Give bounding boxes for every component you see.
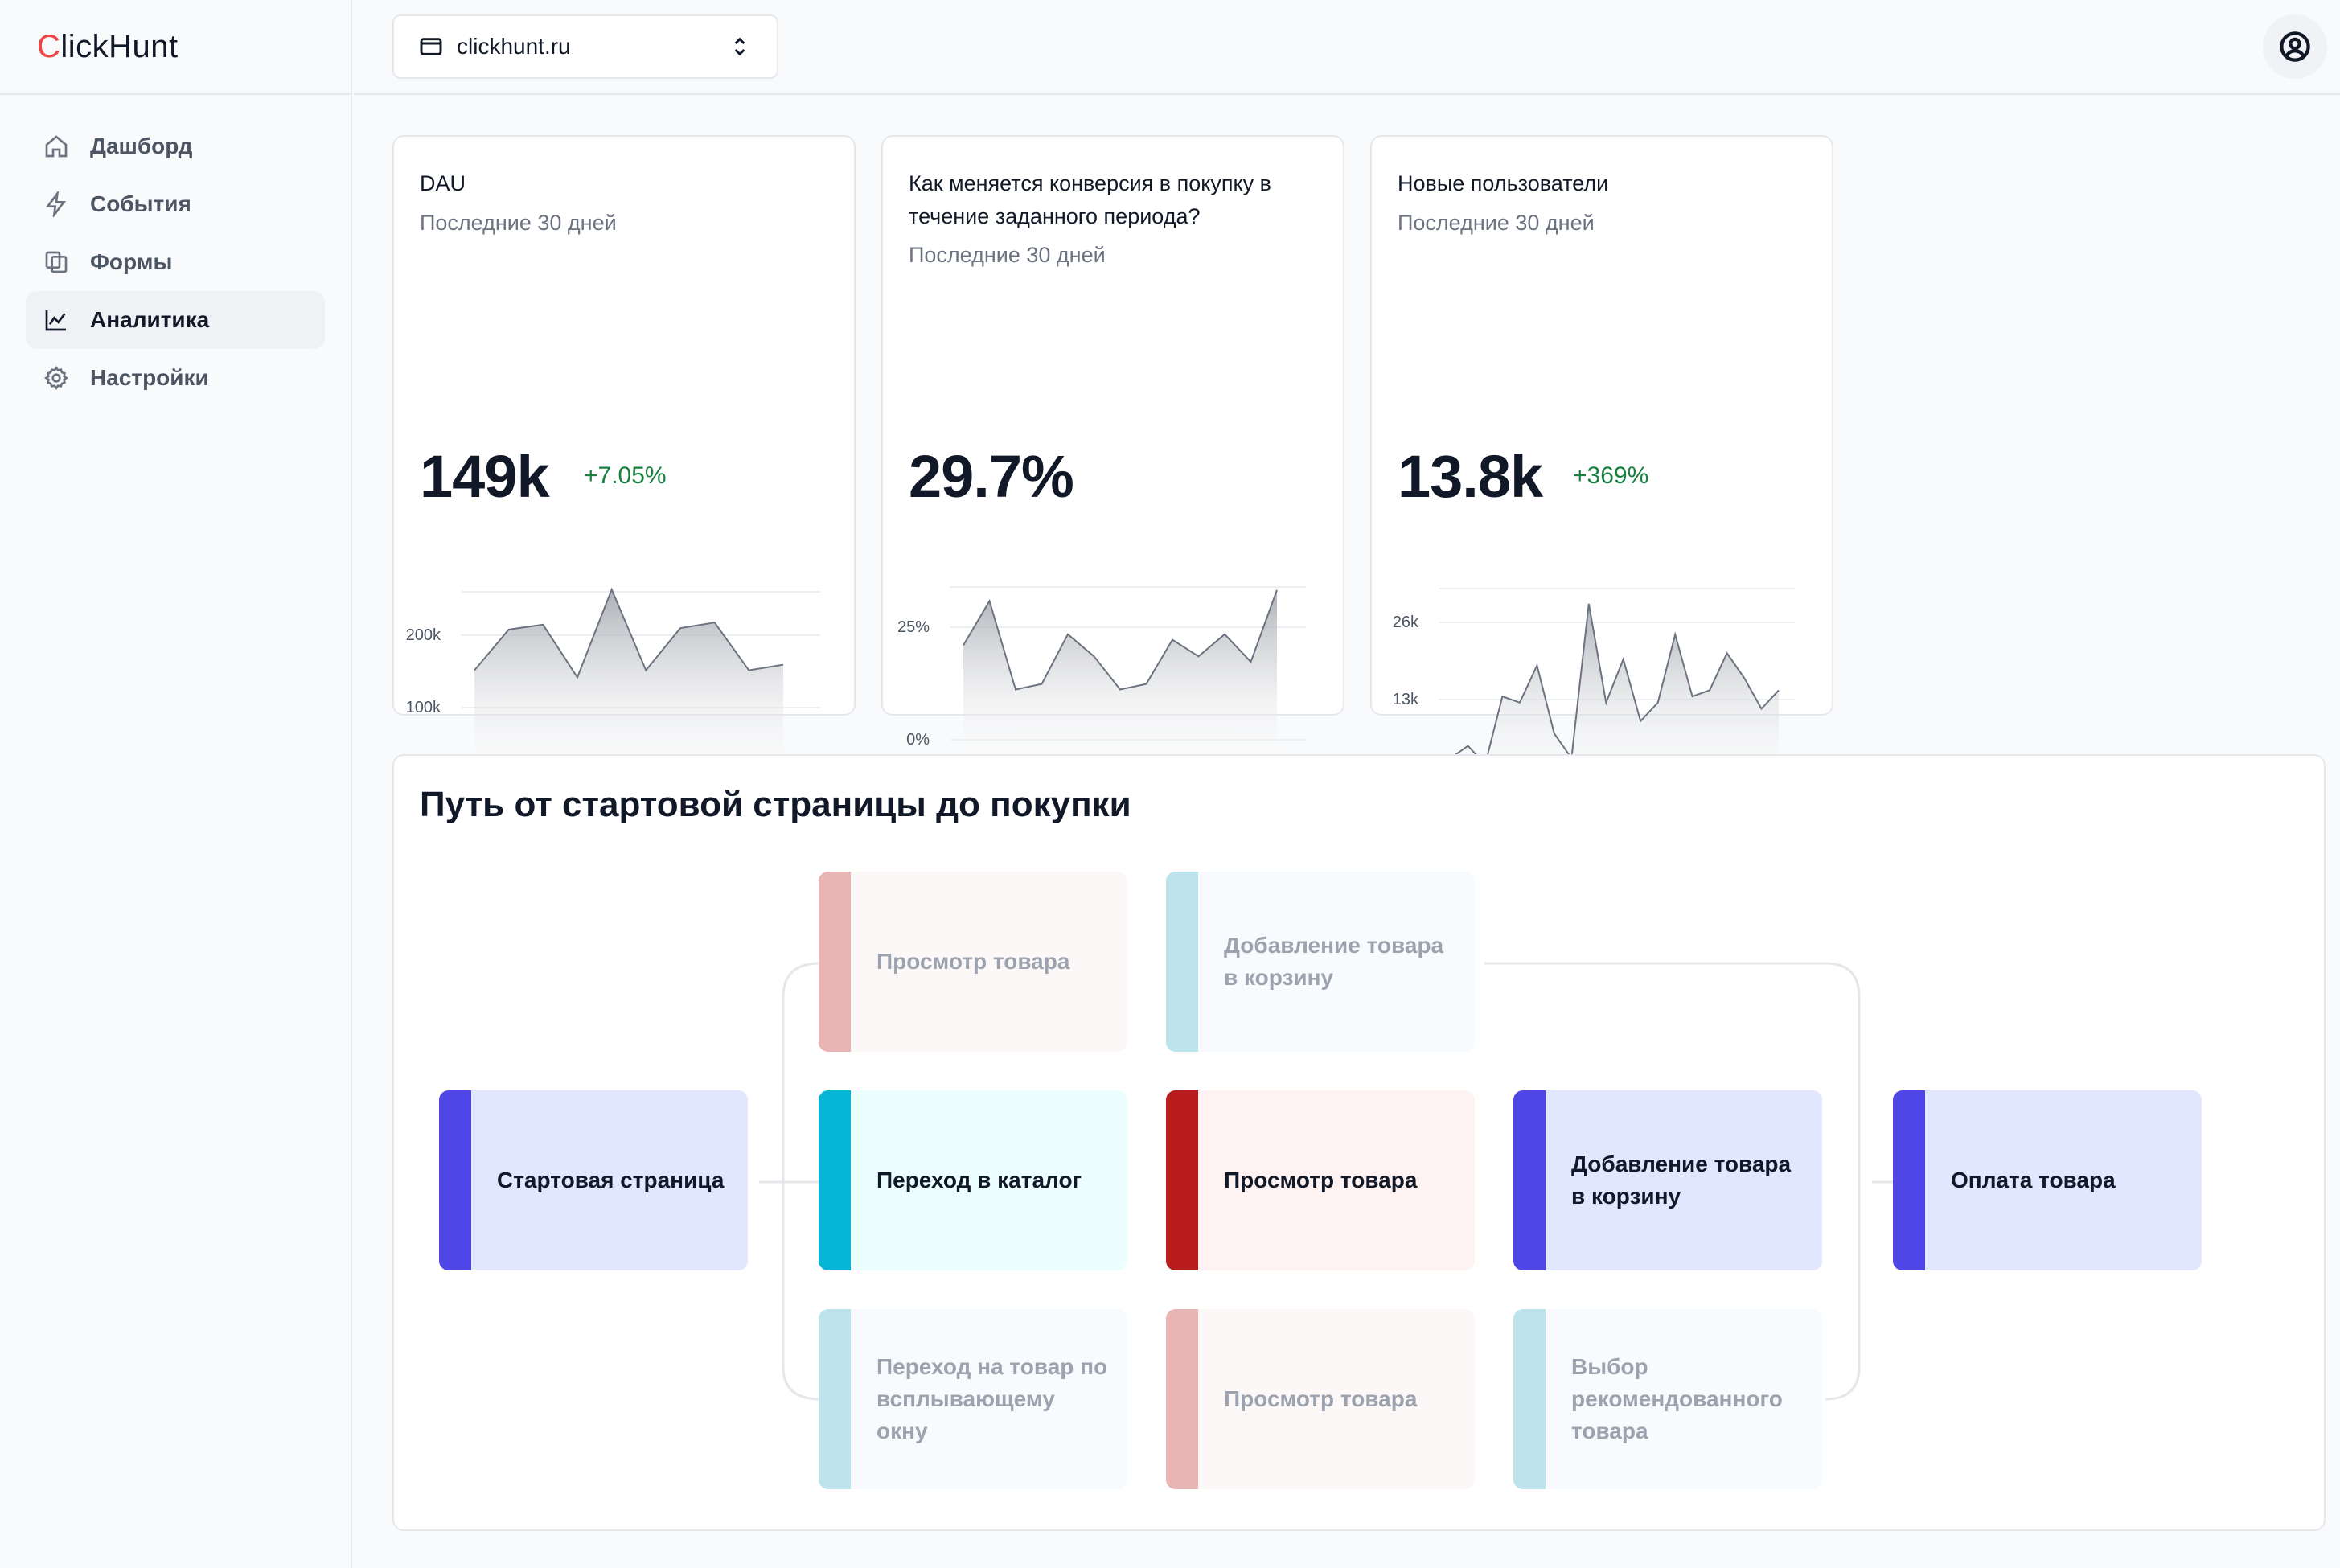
sidebar-item-forms[interactable]: Формы	[26, 233, 325, 291]
series-area	[474, 589, 783, 769]
kpi-value: 13.8k	[1398, 443, 1543, 510]
sidebar-item-label: Настройки	[90, 365, 209, 390]
y-tick-label: 0%	[906, 731, 930, 749]
gear-icon	[43, 365, 69, 391]
node-label: Стартовая страница	[497, 1168, 725, 1192]
kpi-value: 29.7%	[909, 443, 1074, 510]
flow-node-product-view-bottom[interactable]: Просмотр товара	[1166, 1309, 1475, 1489]
kpi-title: DAU	[420, 171, 466, 195]
y-tick-label: 200k	[406, 626, 441, 644]
topbar: clickhunt.ru	[354, 0, 2340, 95]
flow-node-popup-product[interactable]: Переход на товар по всплывающему окну	[819, 1309, 1127, 1489]
sidebar-item-events[interactable]: События	[26, 175, 325, 233]
site-selector[interactable]: clickhunt.ru	[392, 14, 778, 79]
flow-node-start-page[interactable]: Стартовая страница	[439, 1090, 748, 1270]
sidebar-item-settings[interactable]: Настройки	[26, 349, 325, 407]
node-label: Добавление товара в корзину	[1571, 1151, 1792, 1209]
node-accent-bar	[819, 1090, 851, 1270]
node-label: Просмотр товара	[876, 949, 1070, 974]
kpi-card-conversion: Как меняется конверсия в покупку в течен…	[881, 135, 1344, 821]
sidebar-item-label: Формы	[90, 249, 173, 274]
node-accent-bar	[1893, 1090, 1925, 1270]
y-tick-label: 25%	[897, 618, 930, 636]
chevron-up-down-icon	[734, 37, 745, 56]
flow-node-recommended-product[interactable]: Выбор рекомендованного товара	[1513, 1309, 1822, 1489]
flow-node-payment[interactable]: Оплата товара	[1893, 1090, 2202, 1270]
chart-line-icon	[45, 310, 66, 331]
user-avatar-icon	[2280, 31, 2310, 62]
flow-title: Путь от стартовой страницы до покупки	[420, 785, 1131, 824]
sidebar-item-label: Аналитика	[90, 307, 210, 332]
logo-text: lickHunt	[60, 28, 179, 64]
lightning-icon	[45, 191, 66, 217]
node-label: Просмотр товара	[1224, 1386, 1418, 1411]
sidebar-item-analytics[interactable]: Аналитика	[26, 291, 325, 349]
node-accent-bar	[819, 1309, 851, 1489]
flow-card: Путь от стартовой страницы до покупки Ст…	[392, 754, 2326, 1531]
kpi-delta: +7.05%	[584, 462, 667, 489]
node-accent-bar	[1166, 1309, 1198, 1489]
logo-letter: C	[37, 28, 61, 64]
kpi-delta: +369%	[1573, 462, 1649, 489]
flow-node-product-view-top[interactable]: Просмотр товара	[819, 872, 1127, 1052]
node-label: Добавление товара в корзину	[1224, 933, 1444, 990]
y-tick-label: 26k	[1393, 614, 1419, 631]
flow-node-add-to-cart-top[interactable]: Добавление товара в корзину	[1166, 872, 1475, 1052]
node-label: Переход в каталог	[876, 1168, 1082, 1192]
flow-node-product-view[interactable]: Просмотр товара	[1166, 1090, 1475, 1270]
series-area	[963, 589, 1277, 756]
y-tick-label: 100k	[406, 699, 441, 716]
node-accent-bar	[1166, 1090, 1198, 1270]
series-line	[963, 589, 1278, 691]
site-selector-value: clickhunt.ru	[457, 34, 571, 59]
kpi-subtitle: Последние 30 дней	[909, 243, 1106, 267]
node-label: Оплата товара	[1951, 1168, 2116, 1192]
kpi-title: Новые пользователи	[1398, 171, 1609, 195]
flow-node-add-to-cart[interactable]: Добавление товара в корзину	[1513, 1090, 1822, 1270]
sidebar-item-label: Дашборд	[90, 133, 193, 158]
sidebar-item-label: События	[90, 191, 191, 216]
node-accent-bar	[439, 1090, 471, 1270]
y-tick-label: 13k	[1393, 691, 1419, 708]
kpi-subtitle: Последние 30 дней	[420, 211, 617, 235]
node-accent-bar	[1513, 1090, 1546, 1270]
kpi-card-dau: DAU Последние 30 дней 149k +7.05% 200k 10…	[392, 135, 856, 821]
forms-icon	[45, 251, 68, 273]
kpi-card-new-users: Новые пользователи Последние 30 дней 13.…	[1370, 135, 1833, 821]
user-menu-button[interactable]	[2263, 14, 2327, 79]
sidebar-item-dashboard[interactable]: Дашборд	[26, 117, 325, 175]
node-label: Выбор рекомендованного товара	[1571, 1354, 1783, 1443]
node-accent-bar	[1513, 1309, 1546, 1489]
series-line	[1450, 603, 1780, 766]
series-line	[474, 587, 784, 679]
sidebar-nav: Дашборд События Формы Аналитика Настройк…	[0, 95, 351, 429]
home-icon	[45, 135, 68, 158]
node-accent-bar	[819, 872, 851, 1052]
node-accent-bar	[1166, 872, 1198, 1052]
node-label: Переход на товар по всплывающему окну	[876, 1354, 1108, 1443]
kpi-title: Как меняется конверсия в покупку в течен…	[909, 171, 1271, 228]
series-area	[1451, 603, 1779, 777]
browser-window-icon	[420, 38, 442, 55]
kpi-value: 149k	[420, 443, 550, 510]
flow-node-catalog[interactable]: Переход в каталог	[819, 1090, 1127, 1270]
kpi-subtitle: Последние 30 дней	[1398, 211, 1595, 235]
node-label: Просмотр товара	[1224, 1168, 1418, 1192]
